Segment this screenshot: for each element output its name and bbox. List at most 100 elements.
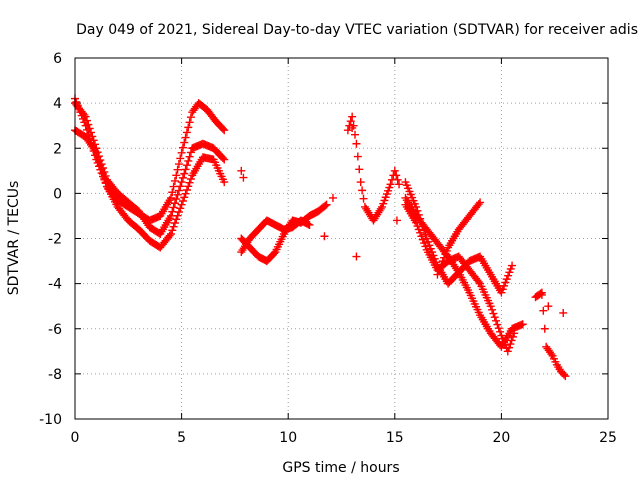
data-point — [186, 113, 195, 122]
y-axis-label: SDTVAR / TECUs — [6, 181, 22, 296]
axis-ticks — [74, 57, 609, 420]
data-point — [94, 157, 103, 166]
data-point — [178, 173, 187, 182]
data-point — [176, 182, 185, 191]
data-point — [539, 306, 548, 315]
data-point — [353, 152, 362, 161]
data-point — [352, 139, 361, 148]
data-point — [492, 316, 501, 325]
data-point — [440, 253, 449, 262]
data-point — [438, 257, 447, 266]
data-point — [505, 343, 514, 352]
data-point — [219, 124, 228, 133]
data-point — [352, 252, 361, 261]
y-tick-label: -8 — [48, 367, 62, 383]
data-point — [536, 289, 545, 298]
data-point — [489, 309, 498, 318]
y-tick-label: 6 — [53, 51, 62, 67]
data-point — [420, 239, 429, 248]
data-point — [355, 165, 364, 174]
data-point — [504, 271, 513, 280]
data-point — [494, 324, 503, 333]
y-tick-label: -2 — [48, 232, 62, 248]
data-point — [502, 275, 511, 284]
data-point — [434, 267, 443, 276]
data-point — [497, 288, 506, 297]
data-point — [506, 264, 515, 273]
data-point — [182, 161, 191, 170]
data-point — [436, 263, 445, 272]
data-point — [505, 268, 514, 277]
data-point — [93, 152, 102, 161]
data-point — [474, 200, 483, 209]
data-point — [437, 260, 446, 269]
data-point — [429, 251, 438, 260]
data-point — [184, 156, 193, 165]
data-point — [177, 178, 186, 187]
data-point — [173, 190, 182, 199]
data-point — [186, 148, 195, 157]
data-point — [390, 166, 399, 175]
data-point — [84, 120, 93, 129]
data-point — [321, 201, 330, 210]
data-point — [508, 261, 517, 270]
x-tick-label: 15 — [386, 430, 404, 446]
data-point — [185, 118, 194, 127]
data-point — [356, 178, 365, 187]
data-point — [500, 281, 509, 290]
data-point — [82, 116, 91, 125]
data-point — [424, 237, 433, 246]
data-point — [540, 324, 549, 333]
data-point — [178, 196, 187, 205]
data-point — [184, 182, 193, 191]
data-point — [186, 174, 195, 183]
data-point — [86, 128, 95, 137]
y-tick-label: 2 — [53, 141, 62, 157]
data-point — [503, 347, 512, 356]
data-point — [490, 313, 499, 322]
data-point — [172, 215, 181, 224]
data-point — [181, 165, 190, 174]
data-point — [170, 176, 179, 185]
data-point — [476, 198, 485, 207]
y-tick-label: 4 — [53, 96, 62, 112]
data-point — [166, 229, 175, 238]
data-point — [417, 232, 426, 241]
x-tick-label: 10 — [279, 430, 297, 446]
data-point — [348, 123, 357, 132]
data-point — [173, 211, 182, 220]
data-point — [359, 194, 368, 203]
y-tick-label: -6 — [48, 322, 62, 338]
data-point — [220, 126, 229, 135]
chart-title: Day 049 of 2021, Sidereal Day-to-day VTE… — [76, 22, 638, 38]
data-point — [486, 302, 495, 311]
plot-frame — [74, 57, 609, 420]
data-point — [177, 200, 186, 209]
x-tick-label: 0 — [71, 430, 80, 446]
data-point — [177, 148, 186, 157]
data-point — [547, 350, 556, 359]
data-point — [393, 175, 402, 184]
data-point — [237, 166, 246, 175]
data-point — [218, 154, 227, 163]
data-point — [498, 285, 507, 294]
data-point — [418, 235, 427, 244]
data-point — [320, 232, 329, 241]
data-point — [386, 180, 395, 189]
data-point — [174, 186, 183, 195]
data-point — [166, 193, 175, 202]
data-point — [182, 128, 191, 137]
data-point — [168, 226, 177, 235]
data-point — [358, 186, 367, 195]
data-point — [178, 143, 187, 152]
data-point — [174, 160, 183, 169]
data-point — [185, 152, 194, 161]
x-tick-label: 25 — [599, 430, 617, 446]
data-point — [101, 178, 110, 187]
data-point — [346, 117, 355, 126]
data-point — [170, 218, 179, 227]
data-point — [496, 327, 505, 336]
data-point — [168, 188, 177, 197]
data-point — [441, 250, 450, 259]
